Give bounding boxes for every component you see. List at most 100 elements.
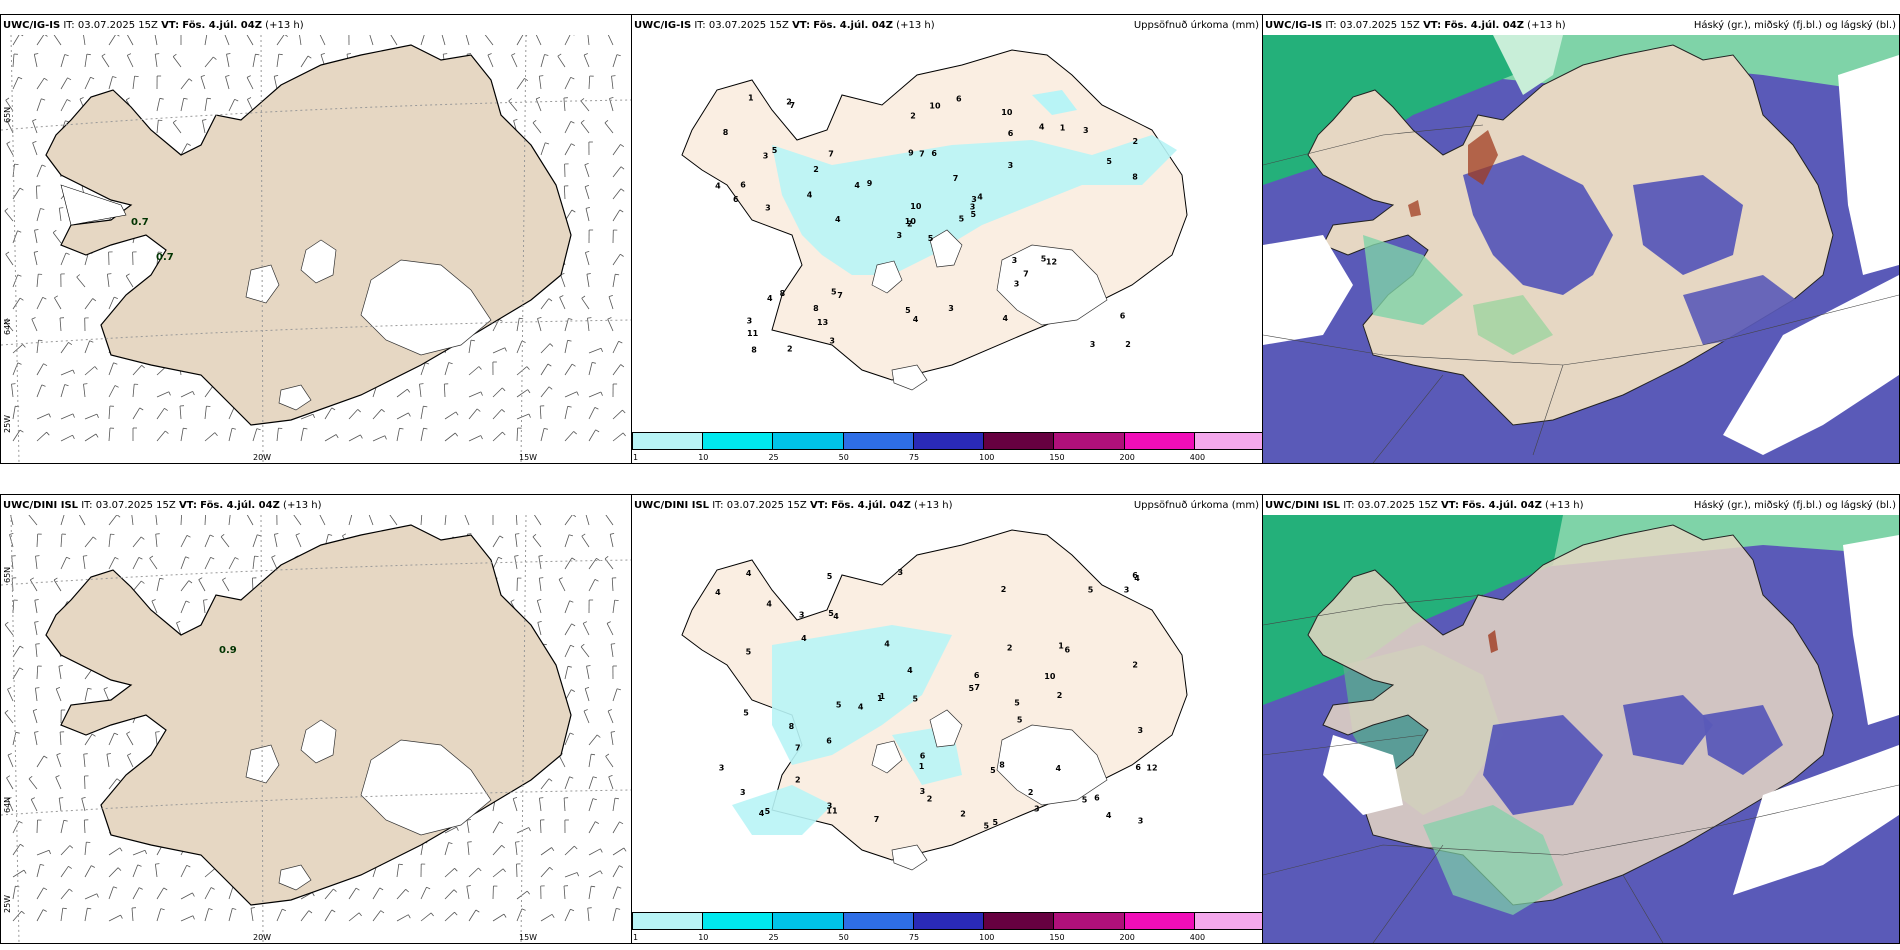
wind-barb [532, 122, 542, 134]
wind-barb [180, 600, 187, 614]
wind-barb [612, 209, 621, 222]
wind-barb [204, 406, 207, 420]
wind-barb [299, 35, 302, 46]
wind-barb-feather [113, 362, 118, 365]
wind-barb-feather [514, 555, 519, 557]
wind-barb [389, 515, 398, 526]
wind-barb [252, 54, 256, 68]
wind-barb [60, 845, 71, 856]
glacier-hofsjokull [245, 264, 280, 304]
wind-barb [84, 688, 89, 702]
wind-barb [36, 533, 39, 548]
precip-value-label: 1 [1058, 642, 1064, 651]
wind-barb [608, 776, 614, 790]
wind-barb [36, 819, 38, 834]
wind-barb [419, 384, 422, 398]
colorbar-tick: 50 [838, 453, 849, 462]
precip-value-label: 4 [746, 569, 752, 578]
wind-barb [390, 35, 398, 46]
wind-barb [34, 732, 38, 746]
wind-barb-feather [616, 54, 621, 57]
precip-value-label: 2 [786, 98, 792, 107]
wind-barb-feather [358, 912, 362, 917]
wind-barb-feather [247, 97, 252, 100]
wind-barb [52, 232, 62, 244]
wind-barb [612, 409, 623, 420]
precip-value-label: 4 [913, 315, 919, 324]
wind-barb [84, 865, 92, 878]
wind-barb-feather [91, 733, 96, 737]
wind-barb-feather [594, 407, 599, 410]
wind-barb [12, 910, 22, 922]
wind-barb-feather [19, 187, 24, 191]
wind-barb [108, 557, 116, 570]
wind-label: 0.9 [219, 645, 237, 656]
wind-barb [180, 580, 190, 592]
wind-barb [444, 411, 457, 420]
wind-barb [156, 908, 162, 922]
wind-barb [588, 776, 594, 790]
wind-barb [348, 887, 357, 900]
wind-barb-feather [86, 53, 91, 56]
precip-value-label: 7 [828, 150, 834, 159]
wind-barb-feather [186, 535, 191, 538]
wind-barb-feather [539, 75, 544, 77]
wind-barb [465, 35, 470, 46]
wind-barb [581, 535, 590, 548]
wind-barb-feather [22, 344, 26, 348]
wind-barb-feather [90, 76, 95, 80]
wind-barb-feather [504, 347, 507, 352]
wind-barb [612, 188, 622, 200]
wind-barb-feather [20, 843, 24, 847]
wind-barb-feather [501, 409, 505, 413]
wind-barb [83, 819, 86, 834]
wind-barb-feather [72, 435, 75, 439]
wind-barb [60, 252, 67, 266]
wind-barb [612, 798, 616, 812]
wind-barb-feather [32, 141, 37, 144]
wind-barb-feather [622, 432, 626, 437]
wind-barb-feather [188, 580, 193, 584]
wind-barb [612, 908, 617, 922]
wind-barb [78, 515, 86, 526]
precip-value-label: 4 [767, 294, 773, 303]
wind-barb [612, 600, 616, 614]
wind-barb [108, 405, 111, 420]
panel-title: UWC/IG-IS IT: 03.07.2025 15Z VT: Fös. 4.… [1265, 20, 1566, 31]
glacier-langjokull [300, 719, 337, 764]
wind-barb-feather [503, 913, 507, 918]
wind-barb-feather [499, 821, 504, 825]
panel-precip-row2: UWC/DINI ISL IT: 03.07.2025 15Z VT: Fös.… [631, 494, 1263, 944]
precip-value-label: 5 [827, 572, 833, 581]
wind-barb [59, 731, 62, 746]
wind-barb [156, 408, 165, 420]
precip-value-label: 10 [1001, 108, 1013, 117]
wind-barb [372, 910, 382, 922]
wind-barb [180, 915, 194, 922]
wind-barb [60, 866, 69, 878]
wind-barb [516, 35, 524, 46]
wind-barb [516, 863, 518, 878]
precip-value-label: 8 [751, 346, 757, 355]
wind-barb [396, 864, 400, 878]
wind-barb [36, 185, 38, 200]
wind-barb-feather [43, 887, 48, 891]
wind-barb-feather [571, 623, 576, 627]
wind-barb [538, 556, 542, 570]
wind-barb-feather [202, 119, 207, 121]
wind-barb [60, 908, 64, 922]
wind-barb-feather [572, 515, 577, 518]
wind-barb-feather [120, 914, 123, 919]
wind-barb [11, 384, 14, 398]
wind-barb [156, 887, 165, 900]
wind-barb [179, 405, 182, 420]
wind-barb [34, 622, 38, 636]
wind-barb-feather [551, 847, 555, 852]
wind-barb [464, 515, 470, 526]
wind-barb [7, 689, 14, 702]
wind-barb [324, 888, 334, 900]
colorbar-segment [983, 912, 1055, 930]
wind-barb [606, 623, 614, 636]
wind-barb [588, 391, 602, 398]
wind-barb-feather [278, 53, 283, 56]
